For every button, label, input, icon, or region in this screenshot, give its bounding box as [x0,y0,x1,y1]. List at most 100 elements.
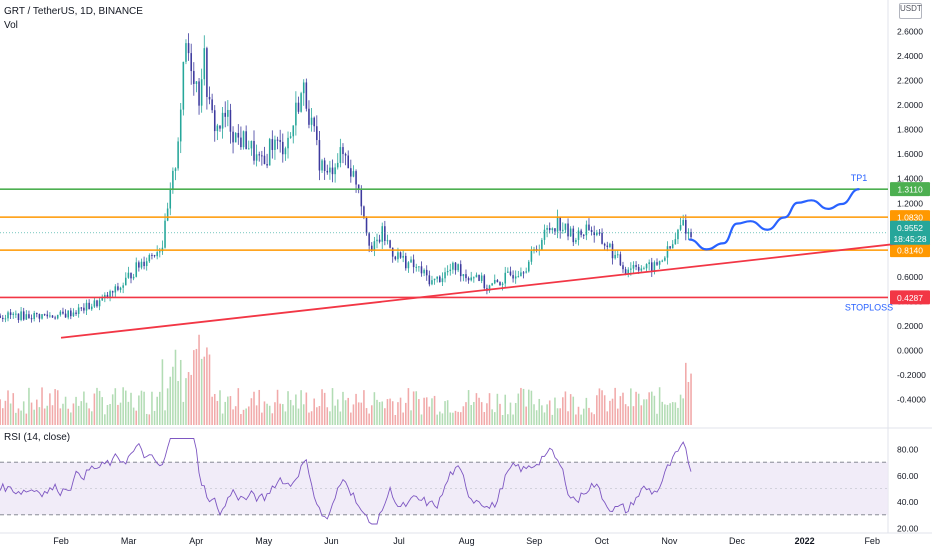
candle-body [541,239,543,250]
volume-bar [159,391,161,425]
candle-body [449,269,452,271]
volume-bar [138,395,140,425]
volume-bar [509,402,512,425]
time-tick-label: Sep [526,536,542,546]
projection-path[interactable] [688,188,860,251]
volume-bar [418,399,420,425]
volume-bar [347,397,349,425]
candle-body [431,280,433,285]
candle-body [187,43,190,54]
volume-bar [9,403,12,425]
volume-bar [266,403,268,425]
candle-body [185,43,187,62]
volume-bar [96,387,98,425]
volume-bar [15,412,17,425]
last-price-badge[interactable] [890,220,930,245]
candle-body [410,259,412,263]
candle-body [622,265,624,270]
candle-body [295,102,297,126]
volume-bar [640,405,643,425]
volume-bar [384,408,386,425]
volume-bar [601,390,603,425]
candle-body [580,230,582,235]
volume-bar [577,406,580,425]
candle-body [347,155,349,169]
candle-body [138,262,140,268]
candle-body [101,298,104,301]
time-tick-label: Jul [393,536,405,546]
candle-body [331,167,334,175]
volume-bar [211,396,213,425]
candle-body [575,239,577,243]
time-tick-label: Nov [661,536,678,546]
candle-body [530,251,533,262]
candle-body [370,245,373,251]
candle-body [198,81,200,106]
candle-body [355,171,357,185]
volume-bar [124,390,127,425]
volume-bar [143,391,145,425]
volume-bar [554,397,556,425]
candle-body [30,318,33,320]
volume-bar [54,389,56,425]
price-tick-label: -0.4000 [897,395,926,405]
candle-body [43,314,46,316]
volume-bar [611,398,614,425]
candle-body [596,232,598,236]
volume-bar [666,404,669,425]
volume-bar [381,401,384,425]
candle-body [46,314,49,317]
time-tick-label: Mar [121,536,137,546]
candle-body [56,314,59,319]
volume-bar [598,388,601,425]
volume-bar [664,404,666,425]
candle-body [473,277,475,279]
currency-unit-badge[interactable]: USDT [899,3,922,19]
candle-body [28,314,30,319]
candle-body [282,141,284,155]
candle-body [266,164,268,166]
candle-body [444,272,446,279]
candle-body [514,276,517,279]
volume-bar [198,334,200,425]
candle-body [153,255,156,257]
volume-bar [216,400,219,425]
volume-bar [88,408,90,425]
volume-bar [614,387,616,425]
candle-body [208,96,211,100]
candle-body [261,155,263,157]
volume-bar [130,392,132,425]
volume-bar [444,401,446,425]
volume-bar [402,412,404,425]
candle-body [462,274,465,277]
time-tick-label: Feb [864,536,880,546]
volume-bar [93,393,96,425]
volume-bar [336,399,339,425]
candle-body [200,79,203,106]
volume-bar [452,412,454,425]
volume-bar [622,392,624,425]
candle-body [436,276,438,279]
volume-bar [316,407,318,425]
candle-body [242,131,245,148]
candle-body [452,262,454,270]
candle-body [582,234,585,236]
candle-body [132,276,135,279]
volume-bar [90,411,93,425]
candle-body [512,275,514,279]
candle-body [501,283,504,285]
volume-bar [488,393,491,425]
volume-bar [514,402,517,425]
volume-bar [350,412,352,425]
volume-bar [373,392,376,425]
candle-body [653,262,656,272]
candle-body [135,262,138,277]
candle-body [289,136,292,138]
rsi-line[interactable] [0,438,692,525]
support-trendline[interactable] [60,241,913,339]
volume-bar [507,414,509,425]
volume-bar [227,396,229,425]
candle-body [195,81,198,84]
candle-body [182,61,185,110]
